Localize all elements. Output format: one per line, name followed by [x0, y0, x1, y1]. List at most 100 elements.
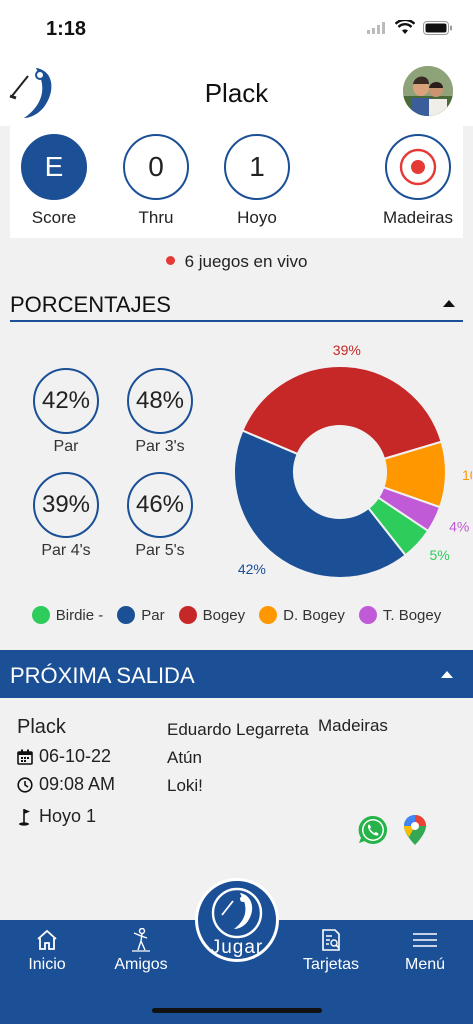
pct-par-value: 42%: [33, 368, 99, 434]
player-name: Eduardo Legarreta: [167, 720, 309, 739]
tee-course: Plack: [17, 716, 66, 738]
hole-value: 1: [224, 134, 290, 200]
google-maps-icon[interactable]: [403, 814, 427, 846]
tee-time-row: 09:08 AM: [17, 774, 115, 795]
score-value: E: [21, 134, 87, 200]
tab-amigos[interactable]: Amigos: [106, 928, 176, 974]
score-label: Score: [31, 208, 77, 227]
legend-dot-icon: [259, 606, 278, 624]
pct-par: 42% Par: [26, 368, 106, 456]
app-header: Plack: [0, 56, 473, 126]
home-icon: [37, 929, 57, 950]
tee-stat[interactable]: Madeiras: [378, 134, 458, 228]
status-bar: 1:18: [0, 0, 473, 56]
score-stat[interactable]: E Score: [14, 134, 94, 228]
tab-inicio[interactable]: Inicio: [12, 928, 82, 974]
pct-par5-label: Par 5's: [135, 542, 185, 559]
donut-slice-par: [233, 429, 407, 579]
pct-par-label: Par: [53, 438, 79, 455]
collapse-icon[interactable]: [443, 300, 455, 307]
tab-tarjetas-label: Tarjetas: [302, 956, 360, 973]
tee-hole: Hoyo 1: [39, 806, 97, 826]
pct-par3-value: 48%: [127, 368, 193, 434]
tee-time: 09:08 AM: [39, 774, 116, 794]
avatar[interactable]: [403, 66, 453, 116]
live-dot-icon: [165, 256, 175, 265]
legend-dot-icon: [31, 606, 50, 624]
chart-legend: Birdie - Par Bogey D. Bogey T. Bogey: [0, 606, 473, 624]
donut-slice-bogey: [241, 365, 443, 461]
donut-label: 39%: [333, 342, 361, 358]
pct-par5: 46% Par 5's: [120, 472, 200, 560]
legend-label: Par: [141, 606, 165, 624]
live-games[interactable]: 6 juegos en vivo: [0, 252, 473, 272]
legend-label: T. Bogey: [382, 606, 442, 624]
tab-amigos-label: Amigos: [114, 956, 168, 973]
live-games-text: 6 juegos en vivo: [184, 252, 308, 271]
wifi-icon: [395, 20, 415, 34]
legend-item: D. Bogey: [259, 606, 345, 624]
legend-dot-icon: [358, 606, 377, 624]
legend-dot-icon: [178, 606, 197, 624]
percentages-header[interactable]: PORCENTAJES: [10, 288, 463, 322]
clock-icon: [17, 776, 33, 793]
tee-date: 06-10-22: [39, 746, 112, 766]
donut-label: 4%: [449, 519, 469, 535]
legend-item: T. Bogey: [358, 606, 442, 624]
golf-logo-icon: [211, 887, 263, 939]
tab-inicio-label: Inicio: [28, 956, 66, 973]
pct-par4-value: 39%: [33, 472, 99, 538]
home-indicator[interactable]: [152, 1008, 322, 1013]
legend-label: Birdie -: [55, 606, 104, 624]
avatar-photo-icon: [403, 66, 453, 116]
thru-label: Thru: [138, 208, 174, 227]
hamburger-menu-icon: [413, 933, 437, 947]
next-tee-card: Plack 06-10-22 09:08 AM Hoyo 1 Eduardo L…: [0, 698, 473, 920]
pct-par3: 48% Par 3's: [120, 368, 200, 456]
next-tee-header[interactable]: PRÓXIMA SALIDA: [0, 650, 473, 698]
flag-icon: [19, 808, 30, 826]
signal-icon: [367, 21, 385, 34]
tee-type: Madeiras: [318, 716, 388, 735]
status-icons: [367, 20, 453, 35]
percentages-title: PORCENTAJES: [10, 292, 171, 317]
tab-menu[interactable]: Menú: [390, 928, 460, 974]
tee-hole-row: Hoyo 1: [17, 806, 96, 827]
donut-label: 42%: [238, 561, 266, 577]
legend-label: D. Bogey: [283, 606, 345, 624]
golfer-icon: [132, 928, 150, 952]
tab-menu-label: Menú: [404, 956, 446, 973]
legend-dot-icon: [117, 606, 136, 624]
calendar-icon: [17, 749, 33, 765]
collapse-icon[interactable]: [441, 671, 453, 678]
pct-par4-label: Par 4's: [41, 542, 91, 559]
target-icon: [385, 134, 451, 200]
hole-stat[interactable]: 1 Hoyo: [217, 134, 297, 228]
round-stats-card: E Score 0 Thru 1 Hoyo Madeiras: [10, 126, 463, 238]
player-name: Atún: [167, 748, 202, 767]
pct-par4: 39% Par 4's: [26, 472, 106, 560]
golf-logo-icon[interactable]: [6, 62, 58, 122]
tee-players: Eduardo Legarreta Atún Loki!: [167, 716, 309, 800]
status-time: 1:18: [46, 18, 87, 40]
play-button[interactable]: [195, 878, 279, 962]
legend-item: Birdie -: [31, 606, 104, 624]
score-distribution-chart: 39% 10% 4% 5% 42%: [233, 342, 472, 579]
pct-par3-label: Par 3's: [135, 438, 185, 455]
donut-label: 10%: [462, 467, 472, 483]
legend-label: Bogey: [202, 606, 246, 624]
pct-par5-value: 46%: [127, 472, 193, 538]
whatsapp-icon[interactable]: [357, 814, 389, 846]
hole-label: Hoyo: [237, 208, 277, 227]
legend-item: Par: [117, 606, 165, 624]
next-tee-title: PRÓXIMA SALIDA: [10, 663, 195, 688]
play-label: Jugar: [210, 937, 264, 958]
thru-stat[interactable]: 0 Thru: [116, 134, 196, 228]
tab-tarjetas[interactable]: Tarjetas: [296, 928, 366, 974]
scorecard-icon: [322, 929, 340, 951]
player-name: Loki!: [167, 776, 203, 795]
tee-label: Madeiras: [383, 208, 453, 227]
page-title: Plack: [204, 78, 269, 108]
legend-item: Bogey: [178, 606, 246, 624]
thru-value: 0: [123, 134, 189, 200]
